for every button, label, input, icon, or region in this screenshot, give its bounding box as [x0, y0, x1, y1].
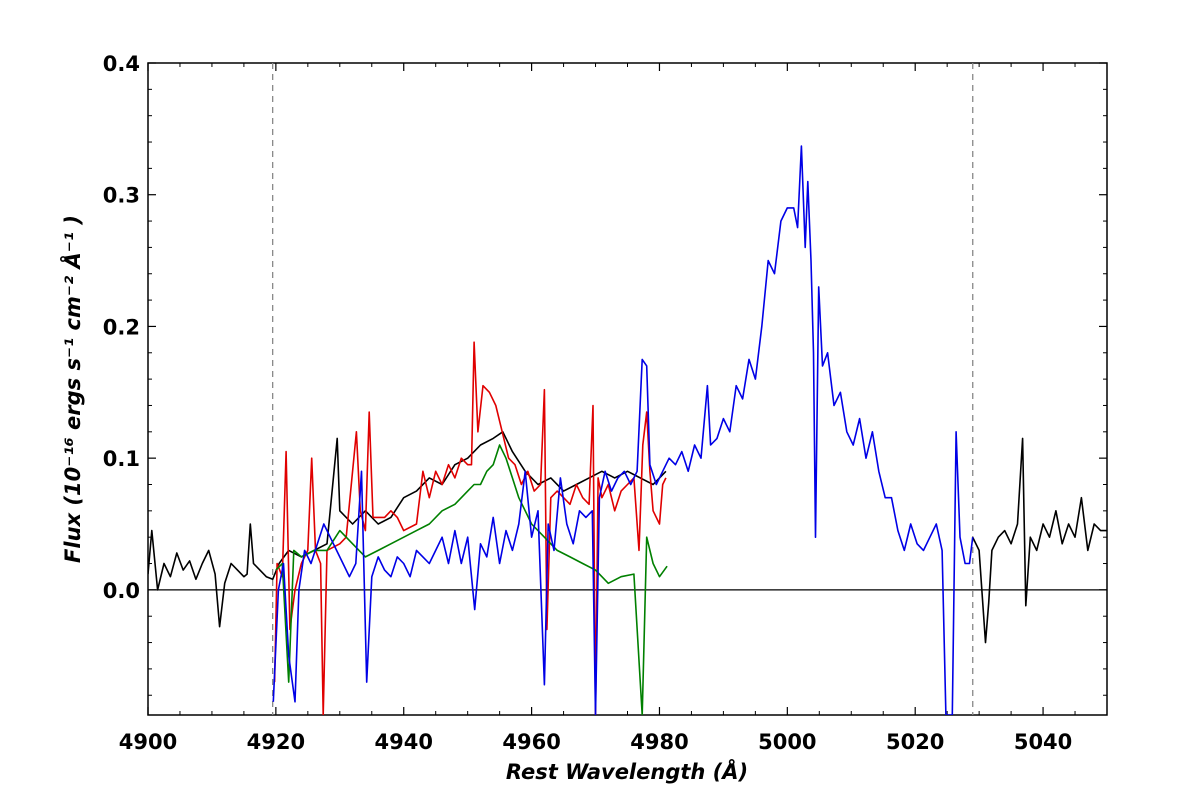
series-line-black — [971, 437, 1107, 644]
y-tick-label: 0.2 — [103, 315, 140, 339]
y-axis-label: Flux (10⁻¹⁶ ergs s⁻¹ cm⁻² Å⁻¹ ) — [60, 215, 85, 563]
axis-ticks — [147, 62, 1108, 715]
series-line-green — [275, 444, 668, 715]
series-line-blue — [272, 145, 974, 715]
y-tick-label: 0.3 — [103, 184, 140, 208]
y-tick-label: 0.4 — [103, 52, 140, 76]
series-group — [148, 145, 1107, 715]
x-tick-label: 5040 — [1014, 730, 1072, 754]
x-tick-label: 4940 — [375, 730, 433, 754]
x-tick-label: 4900 — [119, 730, 177, 754]
tick-labels: 4900 4920 4940 4960 4980 5000 5020 5040 0.0 0.1 0.… — [103, 52, 1072, 754]
x-tick-label: 4920 — [247, 730, 305, 754]
x-tick-label: 5000 — [758, 730, 816, 754]
reference-lines — [148, 63, 1107, 715]
y-tick-label: 0.1 — [103, 447, 140, 471]
x-axis-label: Rest Wavelength (Å) — [506, 759, 748, 784]
x-tick-label: 4960 — [502, 730, 560, 754]
x-tick-label: 4980 — [630, 730, 688, 754]
y-tick-label: 0.0 — [103, 579, 140, 603]
series-line-red — [273, 341, 667, 715]
x-tick-label: 5020 — [886, 730, 944, 754]
